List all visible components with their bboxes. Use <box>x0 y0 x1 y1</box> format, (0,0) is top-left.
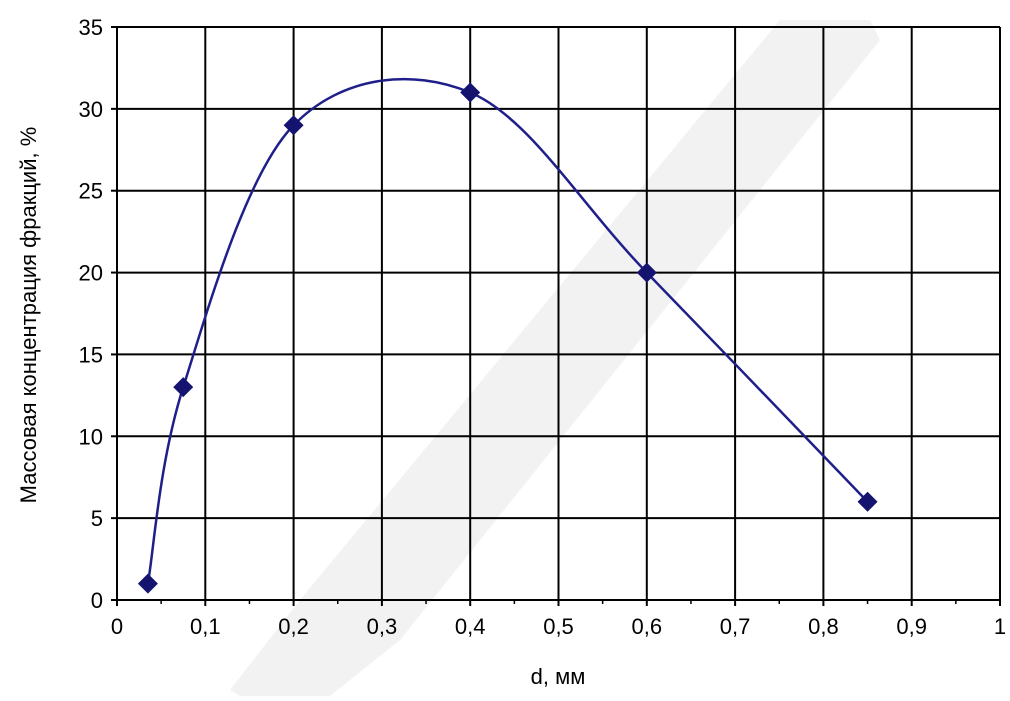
y-tick-label: 0 <box>91 588 103 613</box>
x-tick-label: 0,7 <box>720 614 751 639</box>
x-axis-label: d, мм <box>531 664 586 689</box>
x-tick-label: 0,5 <box>543 614 574 639</box>
x-tick-label: 0,3 <box>367 614 398 639</box>
x-tick-label: 0,4 <box>455 614 486 639</box>
x-tick-label: 0,8 <box>808 614 839 639</box>
y-tick-label: 5 <box>91 506 103 531</box>
x-tick-label: 0 <box>111 614 123 639</box>
tick-labels: 0 0,1 0,2 0,3 0,4 0,5 0,6 0,7 0,8 0,9 105101520253… <box>79 15 1007 639</box>
y-tick-label: 15 <box>79 342 103 367</box>
data-point-marker <box>283 115 304 136</box>
data-point-marker <box>137 573 158 594</box>
y-axis-label: Массовая концентрация фракций, % <box>16 127 41 504</box>
x-tick-label: 0,1 <box>190 614 221 639</box>
y-tick-label: 30 <box>79 97 103 122</box>
y-tick-label: 25 <box>79 179 103 204</box>
y-tick-label: 10 <box>79 424 103 449</box>
grid <box>111 26 1001 606</box>
series-line <box>146 77 869 584</box>
series <box>137 77 878 594</box>
x-tick-label: 0,6 <box>632 614 663 639</box>
x-tick-label: 1 <box>994 614 1006 639</box>
data-point-marker <box>857 491 878 512</box>
watermark <box>230 20 880 696</box>
data-point-marker <box>173 377 194 398</box>
data-point-marker <box>460 82 481 103</box>
x-tick-label: 0,9 <box>896 614 927 639</box>
data-point-marker <box>636 262 657 283</box>
x-tick-label: 0,2 <box>278 614 309 639</box>
y-tick-label: 20 <box>79 261 103 286</box>
watermark-band <box>230 20 880 696</box>
y-tick-label: 35 <box>79 15 103 40</box>
